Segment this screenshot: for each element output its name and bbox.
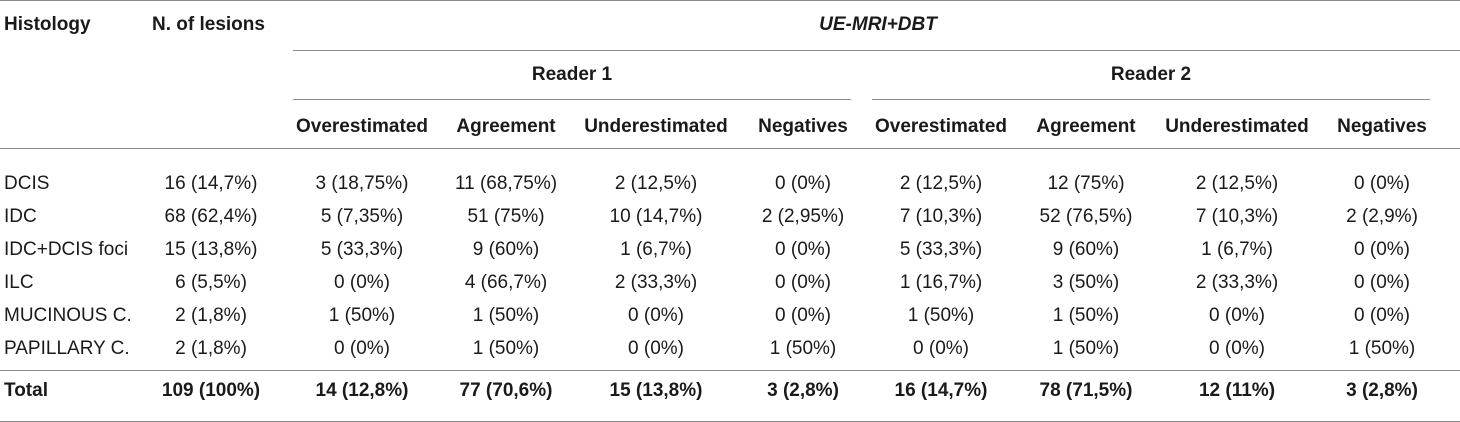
table-cell: 0 (0%) bbox=[334, 338, 390, 359]
table-cell: 1 (50%) bbox=[769, 338, 837, 359]
row-histology: ILC bbox=[4, 272, 34, 293]
total-cell: 16 (14,7%) bbox=[894, 380, 988, 401]
header-reader-1: Reader 1 bbox=[531, 64, 613, 85]
subheader-cell: Agreement bbox=[456, 116, 556, 137]
table-cell: 9 (60%) bbox=[472, 239, 540, 260]
table-cell: 0 (0%) bbox=[775, 173, 831, 194]
table-cell: 51 (75%) bbox=[467, 206, 545, 227]
table-cell: 1 (50%) bbox=[472, 338, 540, 359]
table-cell: 2 (12,5%) bbox=[899, 173, 983, 194]
table-cell: 5 (33,3%) bbox=[320, 239, 404, 260]
table-cell: 0 (0%) bbox=[1354, 173, 1410, 194]
table-cell: 10 (14,7%) bbox=[609, 206, 703, 227]
total-cell: 3 (2,8%) bbox=[1346, 380, 1418, 401]
table-cell: 1 (6,7%) bbox=[620, 239, 692, 260]
table-cell: 0 (0%) bbox=[1209, 338, 1265, 359]
table-cell: 0 (0%) bbox=[334, 272, 390, 293]
table-cell: 0 (0%) bbox=[628, 305, 684, 326]
table-cell: 0 (0%) bbox=[775, 272, 831, 293]
table-cell: 52 (76,5%) bbox=[1039, 206, 1133, 227]
table-cell: 7 (10,3%) bbox=[899, 206, 983, 227]
row-lesions: 2 (1,8%) bbox=[175, 305, 247, 326]
total-cell: 15 (13,8%) bbox=[609, 380, 703, 401]
table-cell: 0 (0%) bbox=[913, 338, 969, 359]
group-rule bbox=[293, 50, 1460, 51]
table-cell: 0 (0%) bbox=[1209, 305, 1265, 326]
total-lesions: 109 (100%) bbox=[161, 380, 261, 401]
header-histology: Histology bbox=[4, 14, 91, 35]
row-histology: IDC bbox=[4, 206, 37, 227]
row-histology: PAPILLARY C. bbox=[4, 338, 130, 359]
row-histology: IDC+DCIS foci bbox=[4, 239, 129, 260]
top-rule bbox=[0, 0, 1460, 1]
table-cell: 11 (68,75%) bbox=[454, 173, 558, 194]
total-cell: 78 (71,5%) bbox=[1039, 380, 1133, 401]
subheader-cell: Underestimated bbox=[584, 116, 728, 137]
table-cell: 0 (0%) bbox=[1354, 239, 1410, 260]
table-cell: 3 (50%) bbox=[1052, 272, 1120, 293]
table-cell: 2 (12,5%) bbox=[614, 173, 698, 194]
header-reader-2: Reader 2 bbox=[1110, 64, 1192, 85]
table-row: MUCINOUS C. 2 (1,8%) 1 (50%) 1 (50%) 0 (… bbox=[0, 305, 1460, 327]
table-cell: 0 (0%) bbox=[1354, 272, 1410, 293]
table-cell: 1 (6,7%) bbox=[1201, 239, 1273, 260]
table-cell: 2 (2,95%) bbox=[761, 206, 845, 227]
row-lesions: 2 (1,8%) bbox=[175, 338, 247, 359]
table-cell: 1 (50%) bbox=[907, 305, 975, 326]
table-row: ILC 6 (5,5%) 0 (0%) 4 (66,7%) 2 (33,3%) … bbox=[0, 272, 1460, 294]
table-row: IDC 68 (62,4%) 5 (7,35%) 51 (75%) 10 (14… bbox=[0, 206, 1460, 228]
row-lesions: 6 (5,5%) bbox=[175, 272, 247, 293]
row-histology: MUCINOUS C. bbox=[4, 305, 132, 326]
table-cell: 1 (50%) bbox=[1348, 338, 1416, 359]
table-cell: 4 (66,7%) bbox=[464, 272, 548, 293]
subheader-cell: Negatives bbox=[1337, 116, 1427, 137]
table-row: IDC+DCIS foci 15 (13,8%) 5 (33,3%) 9 (60… bbox=[0, 239, 1460, 261]
table-row: PAPILLARY C. 2 (1,8%) 0 (0%) 1 (50%) 0 (… bbox=[0, 338, 1460, 360]
table-cell: 2 (33,3%) bbox=[614, 272, 698, 293]
total-cell: 14 (12,8%) bbox=[315, 380, 409, 401]
total-cell: 3 (2,8%) bbox=[767, 380, 839, 401]
total-rule bbox=[0, 370, 1460, 371]
row-histology: DCIS bbox=[4, 173, 50, 194]
table-cell: 0 (0%) bbox=[1354, 305, 1410, 326]
total-label: Total bbox=[4, 380, 48, 401]
row-lesions: 68 (62,4%) bbox=[164, 206, 258, 227]
table-cell: 5 (33,3%) bbox=[899, 239, 983, 260]
subheader-cell: Overestimated bbox=[874, 116, 1008, 137]
subheader-cell: Agreement bbox=[1036, 116, 1136, 137]
reader1-rule bbox=[293, 99, 851, 100]
subheader-cell: Negatives bbox=[758, 116, 848, 137]
table-cell: 0 (0%) bbox=[775, 239, 831, 260]
header-rule bbox=[0, 148, 1460, 149]
table-cell: 1 (50%) bbox=[328, 305, 396, 326]
table-cell: 9 (60%) bbox=[1052, 239, 1120, 260]
row-lesions: 16 (14,7%) bbox=[164, 173, 258, 194]
table-cell: 2 (12,5%) bbox=[1195, 173, 1279, 194]
total-row: Total 109 (100%) 14 (12,8%) 77 (70,6%) 1… bbox=[0, 380, 1460, 402]
header-lesions: N. of lesions bbox=[152, 14, 265, 35]
table-row: DCIS 16 (14,7%) 3 (18,75%) 11 (68,75%) 2… bbox=[0, 173, 1460, 195]
subheader-cell: Underestimated bbox=[1165, 116, 1309, 137]
table-cell: 7 (10,3%) bbox=[1195, 206, 1279, 227]
reader2-rule bbox=[872, 99, 1430, 100]
table-cell: 2 (33,3%) bbox=[1195, 272, 1279, 293]
table-cell: 12 (75%) bbox=[1047, 173, 1125, 194]
table-cell: 3 (18,75%) bbox=[315, 173, 409, 194]
total-cell: 12 (11%) bbox=[1198, 380, 1276, 401]
table-cell: 1 (50%) bbox=[1052, 338, 1120, 359]
table-cell: 2 (2,9%) bbox=[1346, 206, 1418, 227]
table-cell: 1 (16,7%) bbox=[899, 272, 983, 293]
table-cell: 0 (0%) bbox=[775, 305, 831, 326]
table-cell: 1 (50%) bbox=[1052, 305, 1120, 326]
table-cell: 1 (50%) bbox=[472, 305, 540, 326]
subheader-cell: Overestimated bbox=[295, 116, 429, 137]
row-lesions: 15 (13,8%) bbox=[164, 239, 258, 260]
table-cell: 5 (7,35%) bbox=[320, 206, 404, 227]
total-cell: 77 (70,6%) bbox=[459, 380, 553, 401]
header-group-title: UE-MRI+DBT bbox=[819, 14, 937, 35]
table-cell: 0 (0%) bbox=[628, 338, 684, 359]
